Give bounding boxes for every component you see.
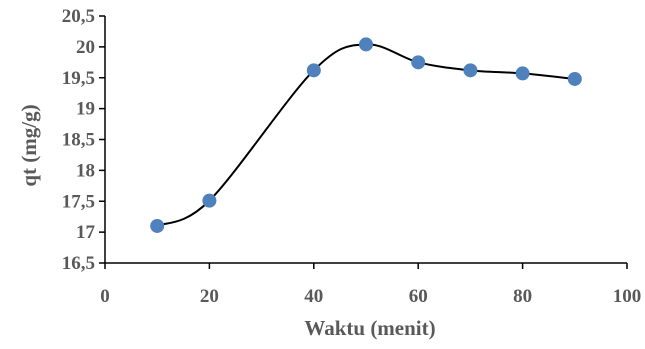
data-point <box>411 55 426 70</box>
y-axis-title: qt (mg/g) <box>17 104 41 186</box>
axes <box>104 16 627 264</box>
y-tick-label: 20,5 <box>62 6 95 27</box>
y-tick-label: 19 <box>76 99 95 120</box>
ticks: 0 20 40 60 80 100 16,5 17 17,5 18 18,5 19 19,5 20 20,5 <box>62 6 642 307</box>
x-tick-label: 0 <box>100 286 110 307</box>
x-tick-label: 20 <box>200 286 219 307</box>
data-point <box>202 193 217 208</box>
x-tick-label: 40 <box>304 286 323 307</box>
data-point <box>150 218 165 233</box>
y-tick-label: 16,5 <box>62 253 95 274</box>
x-axis-title: Waktu (menit) <box>304 316 435 340</box>
data-point <box>463 63 478 78</box>
y-tick-label: 19,5 <box>62 68 95 89</box>
x-tick-label: 60 <box>409 286 428 307</box>
x-tick-label: 80 <box>513 286 532 307</box>
y-tick-label: 17 <box>76 222 96 243</box>
data-point <box>306 63 321 78</box>
series-line <box>156 43 575 227</box>
y-tick-label: 20 <box>76 37 95 58</box>
data-point <box>567 71 582 86</box>
y-tick-label: 17,5 <box>62 191 95 212</box>
data-point <box>359 37 373 52</box>
y-tick-label: 18 <box>76 160 95 181</box>
x-tick-label: 100 <box>613 286 642 307</box>
data-point <box>515 66 530 81</box>
data-points <box>150 37 582 233</box>
y-tick-label: 18,5 <box>62 130 95 151</box>
